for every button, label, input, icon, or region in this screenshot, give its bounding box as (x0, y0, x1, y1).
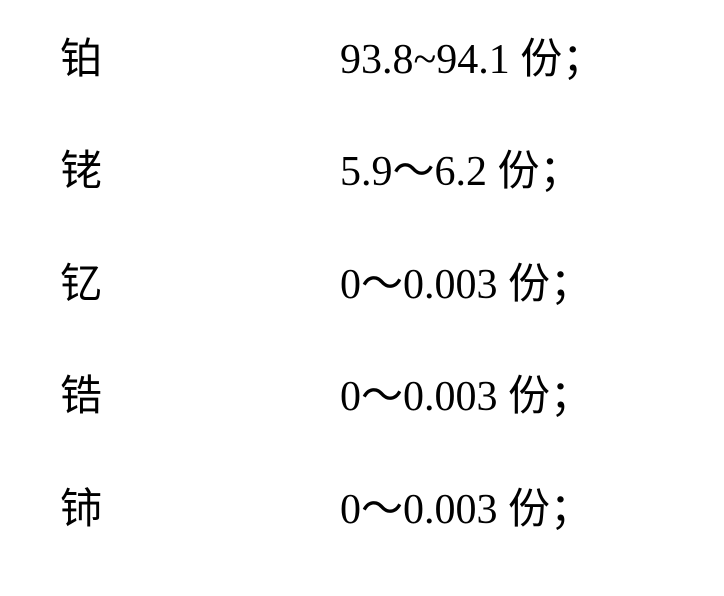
element-name: 铑 (60, 147, 340, 197)
table-row: 铂 93.8~94.1 份； (60, 35, 674, 85)
element-name: 铈 (60, 485, 340, 535)
table-row: 铑 5.9～6.2 份； (60, 147, 674, 197)
table-row: 锆 0～0.003 份； (60, 372, 674, 422)
element-value: 93.8~94.1 份； (340, 35, 674, 85)
element-name: 钇 (60, 260, 340, 310)
element-value: 0～0.003 份； (340, 372, 674, 422)
element-name: 锆 (60, 372, 340, 422)
element-value: 5.9～6.2 份； (340, 147, 674, 197)
element-value: 0～0.003 份； (340, 485, 674, 535)
composition-table: 铂 93.8~94.1 份； 铑 5.9～6.2 份； 钇 0～0.003 份；… (0, 0, 724, 570)
table-row: 铈 0～0.003 份； (60, 485, 674, 535)
element-value: 0～0.003 份； (340, 260, 674, 310)
element-name: 铂 (60, 35, 340, 85)
table-row: 钇 0～0.003 份； (60, 260, 674, 310)
